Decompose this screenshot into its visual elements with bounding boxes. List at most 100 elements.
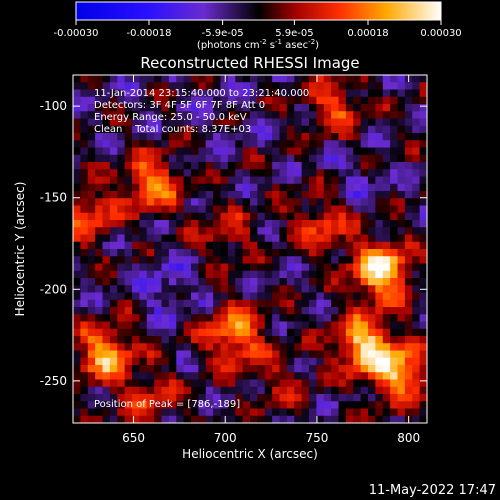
heatmap-cell xyxy=(161,89,170,98)
heatmap-cell xyxy=(168,408,177,417)
heatmap-cell xyxy=(154,249,163,257)
heatmap-cell xyxy=(205,394,214,402)
heatmap-cell xyxy=(161,147,170,156)
heatmap-cell xyxy=(109,328,118,337)
heatmap-cell xyxy=(227,415,236,423)
heatmap-cell xyxy=(102,379,111,388)
heatmap-cell xyxy=(316,89,325,98)
heatmap-cell xyxy=(397,234,406,243)
heatmap-cell xyxy=(404,314,413,323)
heatmap-cell xyxy=(309,212,317,221)
heatmap-cell xyxy=(353,408,362,417)
heatmap-cell xyxy=(412,321,421,330)
heatmap-cell xyxy=(419,292,427,301)
heatmap-cell xyxy=(257,212,266,221)
image-plot-area: 650 700 750 800-100-150-200-250 xyxy=(40,74,428,445)
heatmap-cell xyxy=(80,241,89,250)
heatmap-cell xyxy=(205,336,214,344)
heatmap-cell xyxy=(323,82,332,91)
heatmap-cell xyxy=(191,401,199,410)
heatmap-cell xyxy=(412,220,421,228)
heatmap-cell xyxy=(331,372,340,381)
heatmap-cell xyxy=(286,205,295,214)
heatmap-cell xyxy=(360,176,369,185)
heatmap-cell xyxy=(213,249,222,257)
heatmap-cell xyxy=(124,198,133,207)
heatmap-cell xyxy=(205,234,214,243)
heatmap-cell xyxy=(213,307,222,315)
heatmap-cell xyxy=(264,140,273,149)
heatmap-cell xyxy=(419,176,427,185)
heatmap-cell xyxy=(360,191,369,199)
heatmap-cell xyxy=(154,263,163,272)
heatmap-cell xyxy=(390,147,399,156)
heatmap-cell xyxy=(124,169,133,178)
heatmap-cell xyxy=(220,198,229,207)
heatmap-cell xyxy=(323,234,332,243)
heatmap-cell xyxy=(279,183,288,192)
heatmap-cell xyxy=(109,118,118,127)
heatmap-cell xyxy=(368,350,376,359)
heatmap-cell xyxy=(117,125,126,134)
heatmap-cell xyxy=(213,82,222,91)
heatmap-cell xyxy=(309,314,317,323)
heatmap-cell xyxy=(73,415,81,423)
heatmap-cell xyxy=(353,299,362,308)
heatmap-cell xyxy=(220,75,229,83)
heatmap-cell xyxy=(257,365,266,373)
heatmap-cell xyxy=(397,118,406,127)
heatmap-cell xyxy=(191,82,199,91)
heatmap-cell xyxy=(124,220,133,228)
heatmap-cell xyxy=(286,321,295,330)
heatmap-cell xyxy=(345,249,354,257)
heatmap-cell xyxy=(73,118,81,127)
heatmap-cell xyxy=(235,256,244,265)
heatmap-cell xyxy=(353,169,362,178)
heatmap-cell xyxy=(80,140,89,149)
heatmap-cell xyxy=(205,104,214,112)
heatmap-cell xyxy=(272,365,281,373)
heatmap-cell xyxy=(154,96,163,105)
heatmap-cell xyxy=(309,118,317,127)
heatmap-cell xyxy=(375,357,384,366)
heatmap-cell xyxy=(272,401,281,410)
heatmap-cell xyxy=(286,133,295,141)
heatmap-cell xyxy=(198,365,207,373)
heatmap-cell xyxy=(338,96,347,105)
heatmap-cell xyxy=(382,386,391,395)
heatmap-cell xyxy=(235,205,244,214)
heatmap-cell xyxy=(87,415,96,423)
x-tick-label: 650 xyxy=(122,431,145,445)
heatmap-cell xyxy=(235,350,244,359)
heatmap-cell xyxy=(109,191,118,199)
heatmap-cell xyxy=(220,191,229,199)
heatmap-cell xyxy=(390,256,399,265)
heatmap-cell xyxy=(117,234,126,243)
heatmap-cell xyxy=(168,328,177,337)
heatmap-cell xyxy=(176,278,185,286)
heatmap-cell xyxy=(117,372,126,381)
heatmap-cell xyxy=(227,89,236,98)
heatmap-cell xyxy=(404,125,413,134)
heatmap-cell xyxy=(301,162,310,170)
heatmap-cell xyxy=(382,299,391,308)
heatmap-cell xyxy=(309,133,317,141)
heatmap-cell xyxy=(176,241,185,250)
heatmap-cell xyxy=(183,408,192,417)
heatmap-cell xyxy=(272,386,281,395)
heatmap-cell xyxy=(272,234,281,243)
heatmap-cell xyxy=(412,133,421,141)
heatmap-cell xyxy=(360,75,369,83)
heatmap-cell xyxy=(390,133,399,141)
heatmap-cell xyxy=(73,169,81,178)
heatmap-cell xyxy=(250,191,258,199)
heatmap-cell xyxy=(316,256,325,265)
heatmap-cell xyxy=(139,125,148,134)
heatmap-cell xyxy=(109,183,118,192)
heatmap-cell xyxy=(301,299,310,308)
heatmap-cell xyxy=(250,96,258,105)
heatmap-cell xyxy=(257,343,266,352)
heatmap-cell xyxy=(323,285,332,294)
heatmap-cell xyxy=(198,198,207,207)
heatmap-cell xyxy=(176,75,185,83)
